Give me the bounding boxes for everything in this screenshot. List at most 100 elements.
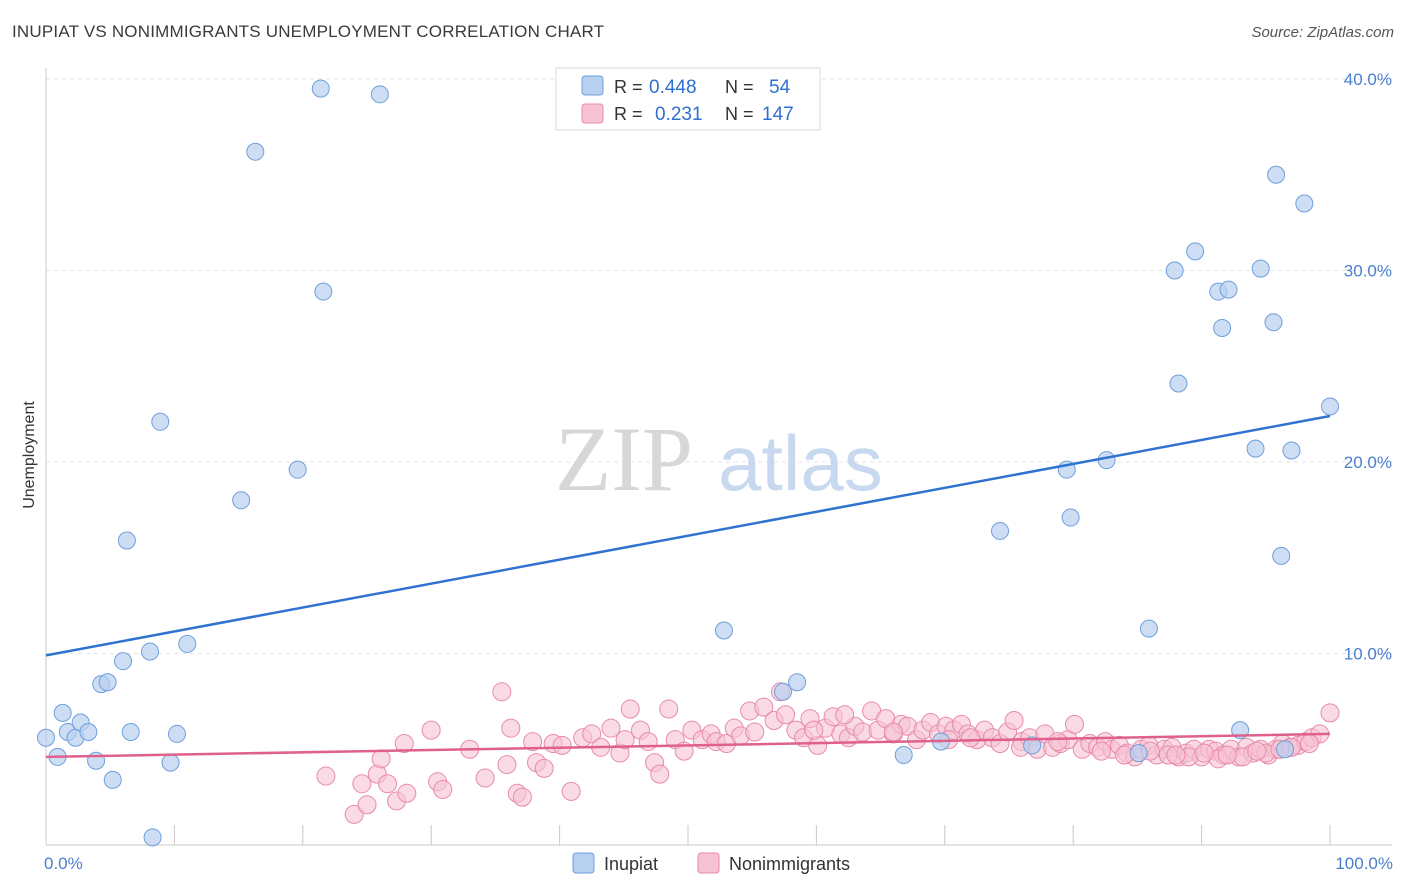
inupiat-point — [1251, 259, 1270, 278]
nonimmigrants-point — [492, 682, 512, 702]
nonimmigrants-point — [497, 755, 517, 775]
nonimmigrants-point — [601, 718, 621, 738]
inupiat-point — [1061, 508, 1080, 527]
inupiat-point — [151, 412, 170, 431]
nonimmigrants-point — [659, 699, 679, 719]
nonimmigrants-point — [615, 730, 635, 750]
inupiat-point — [370, 85, 389, 104]
nonimmigrants-point — [1166, 745, 1186, 765]
legend-n-value-2: 147 — [762, 104, 794, 125]
inupiat-point — [114, 652, 133, 671]
legend-n-value-1: 54 — [769, 77, 791, 98]
legend-bottom-swatch-nonimmigrants — [697, 852, 720, 874]
inupiat-point — [1321, 397, 1339, 416]
inupiat-point — [79, 723, 98, 742]
trend-lines — [45, 414, 1331, 759]
nonimmigrants-points — [316, 682, 1340, 824]
nonimmigrants-point — [561, 781, 581, 801]
y-tick-label: 40.0% — [1344, 70, 1392, 89]
inupiat-point — [1213, 318, 1232, 337]
inupiat-point — [788, 673, 807, 692]
inupiat-point — [37, 728, 55, 747]
inupiat-point — [1267, 165, 1286, 184]
legend-swatch-inupiat — [581, 75, 604, 96]
x-tick-label-min: 0.0% — [44, 854, 83, 873]
nonimmigrants-point — [620, 699, 640, 719]
legend-bottom-swatch-inupiat — [572, 852, 595, 874]
nonimmigrants-point — [960, 728, 980, 748]
inupiat-point — [103, 770, 122, 789]
inupiat-point — [1219, 280, 1238, 299]
watermark: ZIP atlas — [555, 408, 883, 510]
inupiat-point — [1023, 736, 1042, 755]
nonimmigrants-point — [1004, 711, 1024, 731]
nonimmigrants-point — [1194, 743, 1214, 763]
inupiat-point — [894, 745, 913, 764]
legend-bottom-inupiat: Inupiat — [604, 854, 658, 874]
inupiat-point — [1246, 439, 1265, 458]
legend-r-label-1: R = — [614, 77, 643, 97]
nonimmigrants-point — [344, 804, 364, 824]
nonimmigrants-point — [534, 758, 554, 778]
inupiat-point — [1264, 313, 1283, 332]
nonimmigrants-point — [1299, 734, 1319, 754]
nonimmigrants-point — [650, 764, 670, 784]
nonimmigrants-point — [378, 774, 398, 794]
nonimmigrants-point — [776, 705, 796, 725]
inupiat-point — [167, 724, 186, 743]
inupiat-point — [311, 79, 330, 98]
nonimmigrants-point — [357, 795, 377, 815]
y-tick-label: 20.0% — [1344, 453, 1392, 472]
nonimmigrants-point — [1048, 732, 1068, 752]
inupiat-point — [1129, 744, 1148, 763]
inupiat-point — [1272, 546, 1291, 565]
inupiat-point — [288, 460, 307, 479]
nonimmigrants-point — [394, 734, 414, 754]
nonimmigrants-point — [582, 724, 602, 744]
x-tick-label-max: 100.0% — [1335, 854, 1393, 873]
inupiat-point — [1282, 441, 1301, 460]
nonimmigrants-point — [835, 705, 855, 725]
nonimmigrants-point — [1217, 745, 1237, 765]
inupiat-point — [714, 621, 733, 640]
inupiat-point — [1165, 261, 1184, 280]
axes — [45, 68, 1392, 846]
inupiat-point — [991, 521, 1010, 540]
nonimmigrants-trend-line — [45, 732, 1331, 759]
inupiat-point — [1276, 740, 1295, 759]
inupiat-point — [161, 753, 180, 772]
nonimmigrants-point — [1091, 741, 1111, 761]
inupiat-point — [232, 491, 251, 510]
inupiat-point — [774, 682, 793, 701]
inupiat-point — [1295, 194, 1314, 213]
inupiat-point — [143, 828, 162, 847]
legend-bottom: Inupiat Nonimmigrants — [572, 852, 850, 874]
legend-bottom-nonimmigrants: Nonimmigrants — [729, 854, 850, 874]
nonimmigrants-point — [475, 768, 495, 788]
inupiat-point — [121, 723, 140, 742]
watermark-zip: ZIP — [555, 408, 693, 510]
inupiat-point — [98, 673, 117, 692]
nonimmigrants-point — [316, 766, 336, 786]
nonimmigrants-point — [1247, 741, 1267, 761]
nonimmigrants-point — [883, 722, 903, 742]
nonimmigrants-point — [638, 732, 658, 752]
inupiat-point — [178, 634, 197, 653]
inupiat-point — [314, 282, 333, 301]
inupiat-point — [1169, 374, 1188, 393]
nonimmigrants-point — [512, 787, 532, 807]
x-tick-labels: 0.0% 100.0% — [44, 854, 1393, 873]
source-label: Source: ZipAtlas.com — [1251, 24, 1394, 41]
nonimmigrants-point — [433, 779, 453, 799]
nonimmigrants-point — [352, 774, 372, 794]
legend-r-value-1: 0.448 — [649, 77, 697, 98]
inupiat-trend-line — [45, 414, 1331, 657]
legend-n-label-1: N = — [725, 77, 754, 97]
y-tick-labels: 10.0% 20.0% 30.0% 40.0% — [1344, 70, 1392, 664]
nonimmigrants-point — [1320, 703, 1340, 723]
inupiat-point — [141, 642, 160, 661]
y-axis-label: Unemployment — [21, 401, 38, 509]
y-tick-label: 30.0% — [1344, 262, 1392, 281]
legend-top: R = 0.448 N = 54 R = 0.231 N = 147 — [555, 67, 821, 131]
nonimmigrants-point — [421, 720, 441, 740]
